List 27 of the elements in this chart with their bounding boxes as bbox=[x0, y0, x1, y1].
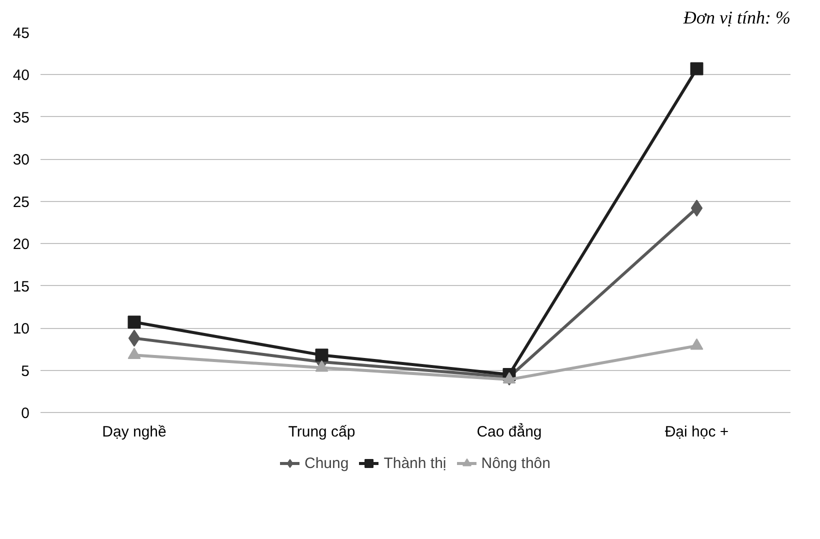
x-tick-label: Cao đẳng bbox=[476, 422, 542, 440]
y-tick-label: 35 bbox=[12, 109, 30, 126]
point bbox=[128, 348, 141, 360]
y-tick-label: 20 bbox=[12, 236, 30, 254]
y-tick-label: 45 bbox=[12, 25, 30, 42]
text: Đơn vị tính: % bbox=[682, 8, 791, 28]
point bbox=[128, 330, 140, 347]
y-tick-label: 5 bbox=[21, 362, 30, 380]
y-tick-label: 40 bbox=[12, 67, 30, 84]
y-tick-label: 25 bbox=[12, 194, 30, 211]
point bbox=[315, 348, 328, 362]
legend-label: Nông thôn bbox=[481, 454, 550, 472]
y-tick-label: 30 bbox=[12, 152, 30, 169]
legend-label: Thành thị bbox=[384, 454, 446, 472]
point bbox=[128, 316, 141, 329]
point bbox=[502, 372, 516, 384]
x-tick-label: Dạy nghề bbox=[102, 424, 166, 440]
x-tick-label: Trung cấp bbox=[288, 424, 356, 440]
point bbox=[690, 338, 704, 350]
y-tick-label: 15 bbox=[12, 278, 30, 296]
y-tick-label: 0 bbox=[21, 405, 30, 422]
point bbox=[690, 62, 704, 76]
point bbox=[690, 200, 703, 217]
legend-label: Chung bbox=[304, 454, 349, 472]
point bbox=[315, 360, 328, 372]
y-tick-label: 10 bbox=[12, 320, 30, 338]
x-tick-label: Đại học + bbox=[664, 424, 729, 440]
